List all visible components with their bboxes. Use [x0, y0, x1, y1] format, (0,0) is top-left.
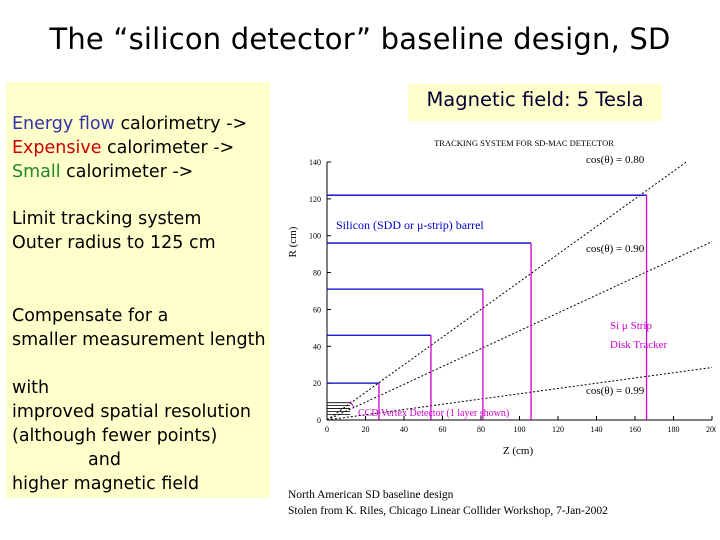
- vertex-pointer: [349, 401, 355, 408]
- tracking-line-1: Limit tracking system: [12, 209, 202, 229]
- with-line-1: with: [12, 378, 50, 398]
- y-tick-label-20: 20: [313, 379, 321, 388]
- text-panel: Energy flow calorimetry -> Expensive cal…: [6, 82, 270, 498]
- energy-flow-word: Energy flow: [12, 114, 115, 134]
- x-axis-label: Z (cm): [503, 445, 534, 457]
- cos-theta-line-3: [326, 366, 713, 421]
- tracking-line-2: Outer radius to 125 cm: [12, 233, 216, 253]
- cos-099-label: cos(θ) = 0.99: [586, 385, 645, 397]
- compensate-line-2: smaller measurement length: [12, 330, 266, 350]
- cos-theta-line-1: [326, 161, 687, 421]
- compensate-line-1: Compensate for a: [12, 306, 169, 326]
- with-line-3: (although fewer points): [12, 426, 218, 446]
- y-axis-label: R (cm): [287, 226, 299, 257]
- credit-line-2: Stolen from K. Riles, Chicago Linear Col…: [288, 505, 608, 517]
- expensive-word: Expensive: [12, 138, 102, 158]
- y-tick-label-60: 60: [313, 305, 321, 314]
- expensive-rest: calorimeter ->: [101, 138, 235, 158]
- magnetic-field-label: Magnetic field: 5 Tesla: [426, 88, 644, 111]
- energy-flow-rest: calorimetry ->: [114, 114, 248, 134]
- disk-label-2: Disk Tracker: [610, 339, 667, 351]
- y-tick-label-120: 120: [309, 195, 321, 204]
- x-tick-label-20: 20: [362, 425, 370, 434]
- y-tick-label-0: 0: [317, 416, 321, 425]
- small-word: Small: [12, 162, 61, 182]
- tracking-figure: TRACKING SYSTEM FOR SD-MAC DETECTOR R (c…: [276, 126, 718, 496]
- figure-title: TRACKING SYSTEM FOR SD-MAC DETECTOR: [434, 138, 614, 148]
- x-tick-label-40: 40: [400, 425, 408, 434]
- with-line-4: and: [88, 450, 121, 470]
- x-tick-label-200: 200: [706, 425, 716, 434]
- small-rest: calorimeter ->: [60, 162, 194, 182]
- small-line: Small calorimeter ->: [12, 160, 193, 184]
- y-tick-label-100: 100: [309, 232, 321, 241]
- x-tick-label-60: 60: [439, 425, 447, 434]
- magnetic-field-box: Magnetic field: 5 Tesla: [408, 84, 662, 121]
- x-tick-label-100: 100: [514, 425, 526, 434]
- with-line-2: improved spatial resolution: [12, 402, 252, 422]
- barrel-label: Silicon (SDD or μ-strip) barrel: [336, 218, 484, 232]
- disk-label-1: Si μ Strip: [610, 320, 652, 332]
- expensive-line: Expensive calorimeter ->: [12, 136, 234, 160]
- y-tick-label-80: 80: [313, 269, 321, 278]
- slide-title: The “silicon detector” baseline design, …: [49, 22, 671, 56]
- x-tick-label-120: 120: [552, 425, 564, 434]
- cos-090-label: cos(θ) = 0.90: [586, 243, 645, 255]
- y-tick-label-40: 40: [313, 342, 321, 351]
- credit-line-1: North American SD baseline design: [288, 489, 454, 501]
- x-tick-label-0: 0: [325, 425, 329, 434]
- x-tick-label-180: 180: [668, 425, 680, 434]
- tracking-plot: TRACKING SYSTEM FOR SD-MAC DETECTOR R (c…: [287, 138, 718, 457]
- energy-flow-line: Energy flow calorimetry ->: [12, 112, 247, 136]
- x-tick-label-160: 160: [629, 425, 641, 434]
- vertex-label: CCD Vertex Detector (1 layer shown): [358, 408, 509, 419]
- x-tick-label-80: 80: [477, 425, 485, 434]
- with-line-5: higher magnetic field: [12, 474, 200, 494]
- y-tick-label-140: 140: [309, 158, 321, 167]
- cos-theta-line-2: [326, 241, 713, 421]
- x-tick-label-140: 140: [591, 425, 603, 434]
- cos-080-label: cos(θ) = 0.80: [586, 154, 645, 166]
